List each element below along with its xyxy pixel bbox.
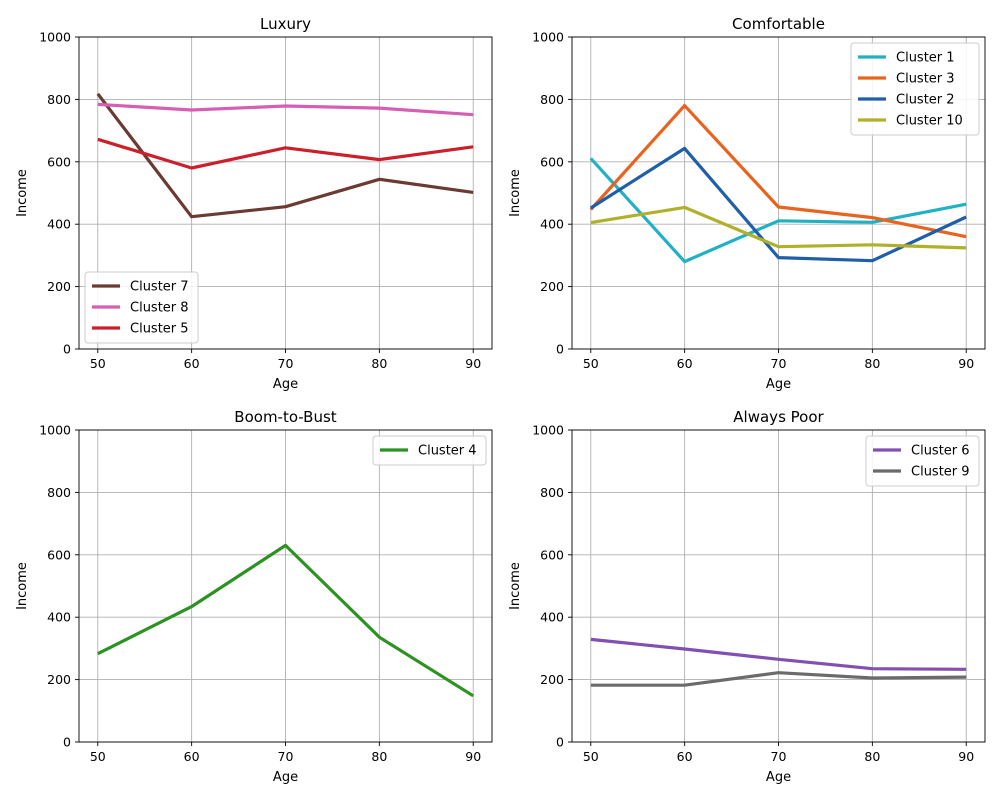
y-tick-label: 200 [47, 672, 71, 687]
y-axis-label: Income [15, 169, 30, 217]
x-axis-label: Age [273, 770, 298, 785]
y-tick-label: 400 [540, 610, 564, 625]
x-axis-label: Age [766, 377, 791, 392]
legend-label: Cluster 10 [896, 114, 963, 129]
chart-title: Comfortable [732, 15, 825, 33]
x-tick-label: 60 [677, 356, 693, 371]
series-line-cluster-1 [589, 157, 967, 264]
legend-label: Cluster 9 [911, 465, 970, 480]
y-tick-label: 400 [540, 217, 564, 232]
legend: Cluster 6 Cluster 9 [865, 435, 980, 487]
legend-label: Cluster 2 [896, 93, 955, 108]
x-tick-label: 70 [278, 749, 294, 764]
y-tick-label: 200 [47, 279, 71, 294]
x-tick-label: 90 [465, 749, 481, 764]
x-tick-label: 50 [90, 356, 106, 371]
series-line-cluster-4 [97, 543, 475, 698]
y-tick-label: 0 [556, 735, 564, 750]
chart-title: Always Poor [733, 408, 824, 426]
legend: Cluster 1 Cluster 3 Cluster 2 Cluster 10 [850, 42, 980, 136]
y-tick-label: 0 [556, 342, 564, 357]
y-axis-label: Income [15, 562, 30, 610]
x-tick-label: 50 [90, 749, 106, 764]
y-tick-label: 800 [540, 92, 564, 107]
y-tick-label: 0 [63, 342, 71, 357]
y-tick-label: 600 [47, 154, 71, 169]
chart-3: 50 60 70 80 90 0 200 400 600 800 1000 Boom-to-Bust A… [15, 408, 493, 785]
x-tick-label: 90 [958, 749, 974, 764]
legend-label: Cluster 6 [911, 444, 970, 459]
x-tick-label: 60 [184, 749, 200, 764]
y-tick-label: 800 [540, 485, 564, 500]
x-tick-label: 70 [771, 749, 787, 764]
x-tick-label: 90 [465, 356, 481, 371]
legend: Cluster 7 Cluster 8 Cluster 5 [84, 271, 199, 344]
x-tick-label: 60 [184, 356, 200, 371]
x-tick-label: 80 [371, 749, 387, 764]
x-tick-label: 80 [864, 749, 880, 764]
chart-title: Luxury [260, 15, 311, 33]
y-axis-label: Income [508, 169, 523, 217]
y-tick-label: 200 [540, 279, 564, 294]
x-axis-label: Age [766, 770, 791, 785]
y-tick-label: 600 [47, 547, 71, 562]
y-tick-label: 1000 [39, 423, 71, 438]
legend-box [372, 435, 487, 466]
y-tick-label: 200 [540, 672, 564, 687]
legend-label: Cluster 3 [896, 72, 955, 87]
legend-label: Cluster 5 [130, 322, 189, 337]
legend-label: Cluster 8 [130, 301, 189, 316]
y-tick-label: 1000 [532, 30, 564, 45]
y-tick-label: 1000 [532, 423, 564, 438]
series-line-cluster-8 [97, 102, 474, 117]
legend-label: Cluster 7 [130, 280, 189, 295]
series-line-cluster-3 [589, 103, 967, 239]
legend-box [850, 42, 980, 136]
legend-box [84, 271, 199, 344]
x-tick-label: 80 [371, 356, 387, 371]
chart-title: Boom-to-Bust [234, 408, 336, 426]
y-axis-label: Income [508, 562, 523, 610]
y-tick-label: 800 [47, 92, 71, 107]
x-tick-label: 50 [583, 749, 599, 764]
y-tick-label: 800 [47, 485, 71, 500]
y-tick-label: 400 [47, 610, 71, 625]
x-tick-label: 90 [958, 356, 974, 371]
y-tick-label: 600 [540, 154, 564, 169]
x-tick-label: 60 [677, 749, 693, 764]
legend-label: Cluster 4 [418, 444, 477, 459]
legend-label: Cluster 1 [896, 51, 955, 66]
y-tick-label: 400 [47, 217, 71, 232]
y-tick-label: 0 [63, 735, 71, 750]
x-tick-label: 50 [583, 356, 599, 371]
chart-4: 50 60 70 80 90 0 200 400 600 800 1000 Always Poor Ag… [508, 408, 986, 785]
series-line-cluster-5 [97, 137, 474, 170]
series-line-cluster-9 [590, 671, 967, 687]
x-tick-label: 70 [771, 356, 787, 371]
series-line-cluster-6 [590, 637, 967, 671]
x-tick-label: 80 [864, 356, 880, 371]
chart-1: 50 60 70 80 90 0 200 400 600 800 1000 Luxury Age Inco… [15, 15, 493, 392]
y-tick-label: 1000 [39, 30, 71, 45]
series-line-cluster-10 [590, 205, 967, 250]
y-tick-label: 600 [540, 547, 564, 562]
series-line-cluster-7 [96, 92, 474, 219]
legend: Cluster 4 [372, 435, 487, 466]
x-axis-label: Age [273, 377, 298, 392]
chart-2: 50 60 70 80 90 0 200 400 600 800 1000 Comfortable Ag… [508, 15, 986, 392]
x-tick-label: 70 [278, 356, 294, 371]
